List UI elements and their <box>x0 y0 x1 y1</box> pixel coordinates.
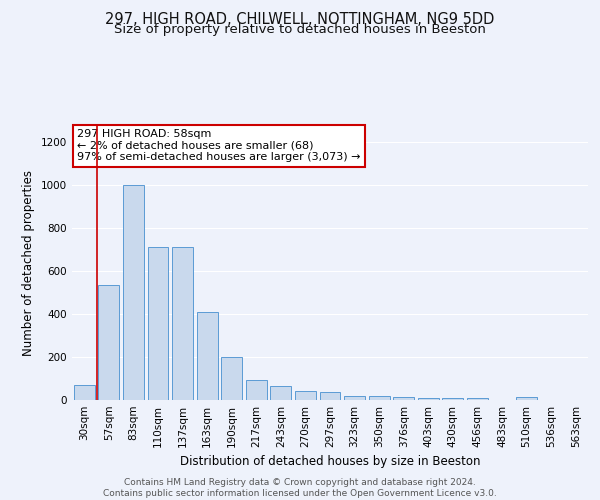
Bar <box>172 248 193 400</box>
Bar <box>221 357 242 400</box>
Bar <box>148 248 169 400</box>
Bar <box>516 397 537 400</box>
Bar <box>271 386 292 400</box>
Bar <box>320 392 340 400</box>
Bar <box>418 398 439 400</box>
Text: 297 HIGH ROAD: 58sqm
← 2% of detached houses are smaller (68)
97% of semi-detach: 297 HIGH ROAD: 58sqm ← 2% of detached ho… <box>77 129 361 162</box>
Bar <box>368 396 389 400</box>
Bar <box>246 380 267 400</box>
Bar <box>123 185 144 400</box>
Bar <box>98 285 119 400</box>
Bar <box>197 312 218 400</box>
Text: Size of property relative to detached houses in Beeston: Size of property relative to detached ho… <box>114 24 486 36</box>
Text: Contains HM Land Registry data © Crown copyright and database right 2024.
Contai: Contains HM Land Registry data © Crown c… <box>103 478 497 498</box>
X-axis label: Distribution of detached houses by size in Beeston: Distribution of detached houses by size … <box>180 456 480 468</box>
Bar <box>442 398 463 400</box>
Bar <box>393 397 414 400</box>
Text: 297, HIGH ROAD, CHILWELL, NOTTINGHAM, NG9 5DD: 297, HIGH ROAD, CHILWELL, NOTTINGHAM, NG… <box>106 12 494 28</box>
Bar <box>344 396 365 400</box>
Y-axis label: Number of detached properties: Number of detached properties <box>22 170 35 356</box>
Bar <box>295 392 316 400</box>
Bar <box>74 385 95 400</box>
Bar <box>467 398 488 400</box>
